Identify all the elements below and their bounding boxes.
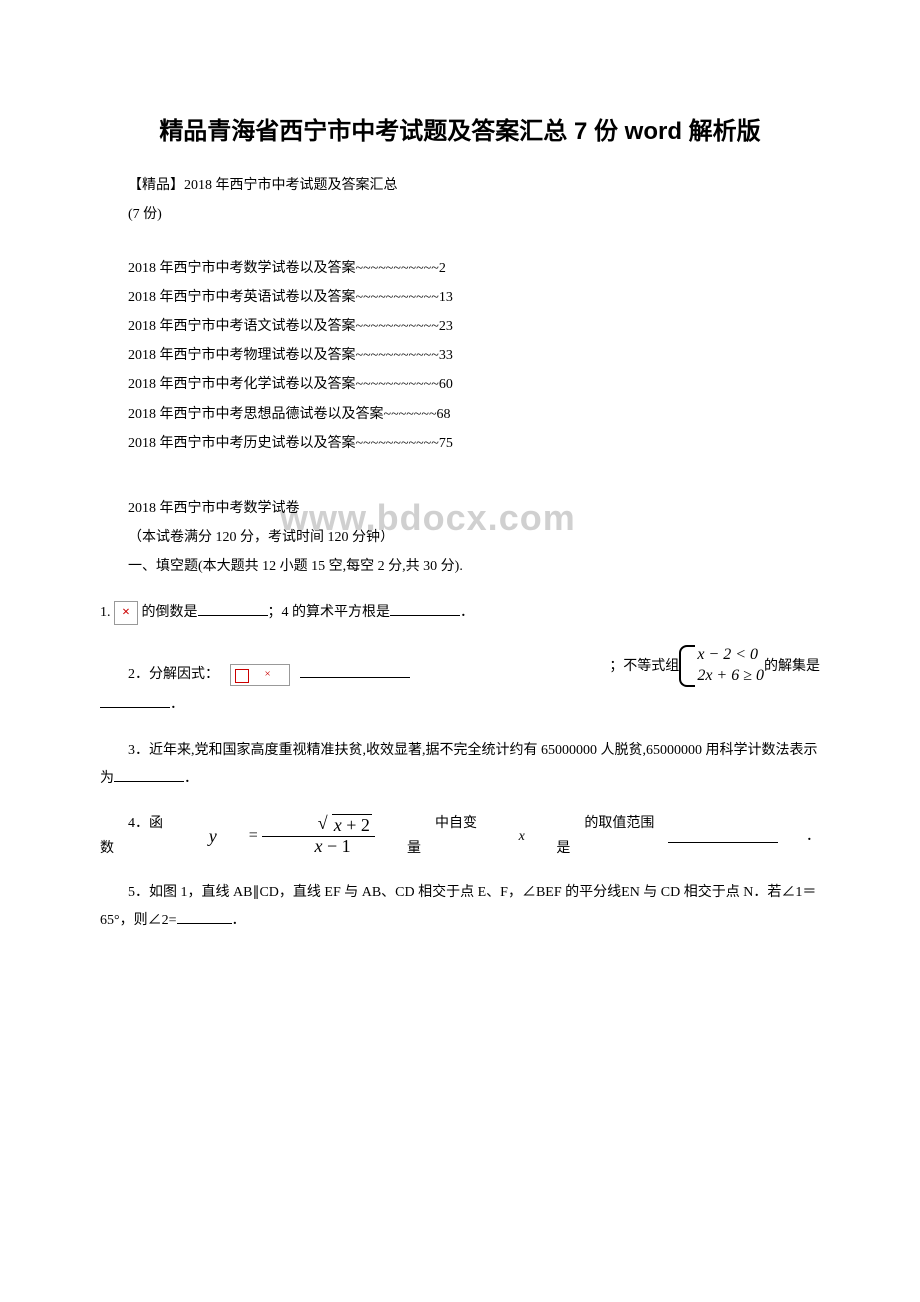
toc-item: 2018 年西宁市中考物理试卷以及答案~~~~~~~~~~~33 bbox=[100, 343, 820, 368]
question-4: 4．函数 y = x + 2 x − 1 中自变量x 的取值范围是． bbox=[100, 811, 820, 861]
q2-text-b: ；不等式组 bbox=[609, 654, 679, 679]
q4-text-a: 4．函数 bbox=[100, 811, 177, 861]
blank-field bbox=[390, 602, 460, 616]
q4-text-c: 的取值范围是 bbox=[556, 811, 668, 861]
q4-text-b: 中自变量 bbox=[407, 811, 491, 861]
question-2: 2．分解因式： ；不等式组 x − 2 < 0 2x + 6 ≥ 0 的解集是 bbox=[100, 645, 820, 687]
question-5: 5．如图 1，直线 AB∥CD，直线 EF 与 AB、CD 相交于点 E、F，∠… bbox=[100, 879, 820, 935]
q2-text-c: 的解集是 bbox=[764, 654, 820, 679]
blank-field bbox=[114, 768, 184, 782]
blank-field bbox=[198, 602, 268, 616]
q4-end: ． bbox=[778, 824, 820, 849]
toc-item: 2018 年西宁市中考思想品德试卷以及答案~~~~~~~68 bbox=[100, 402, 820, 427]
toc-item: 2018 年西宁市中考语文试卷以及答案~~~~~~~~~~~23 bbox=[100, 314, 820, 339]
q3-text: 3．近年来,党和国家高度重视精准扶贫,收效显著,据不完全统计约有 6500000… bbox=[100, 743, 818, 786]
q1-num: 1. bbox=[100, 605, 111, 620]
q1-text-b: ；4 的算术平方根是 bbox=[268, 605, 391, 620]
question-3: 3．近年来,党和国家高度重视精准扶贫,收效显著,据不完全统计约有 6500000… bbox=[100, 737, 820, 793]
toc-item: 2018 年西宁市中考历史试卷以及答案~~~~~~~~~~~75 bbox=[100, 431, 820, 456]
q1-end: ． bbox=[460, 605, 474, 620]
toc-item: 2018 年西宁市中考数学试卷以及答案~~~~~~~~~~~2 bbox=[100, 256, 820, 281]
q2-right: ；不等式组 x − 2 < 0 2x + 6 ≥ 0 的解集是 bbox=[609, 645, 820, 687]
broken-image-icon bbox=[114, 601, 138, 625]
question-2-cont: ． bbox=[100, 691, 820, 719]
q2-left: 2．分解因式： bbox=[100, 662, 410, 687]
q5-end: ． bbox=[232, 913, 246, 928]
blank-field bbox=[100, 694, 170, 708]
blank-field bbox=[300, 664, 410, 678]
inequality-system: x − 2 < 0 2x + 6 ≥ 0 bbox=[679, 645, 764, 687]
toc-item: 2018 年西宁市中考化学试卷以及答案~~~~~~~~~~~60 bbox=[100, 372, 820, 397]
blank-field bbox=[668, 829, 778, 843]
question-1: 1. 的倒数是 ；4 的算术平方根是 ． bbox=[100, 599, 820, 627]
blank-field bbox=[177, 910, 232, 924]
q2-text-a: 2．分解因式： bbox=[128, 667, 219, 682]
subtitle: 【精品】2018 年西宁市中考试题及答案汇总 bbox=[100, 173, 820, 198]
q1-text-a: 的倒数是 bbox=[142, 605, 198, 620]
sys-line-1: x − 2 < 0 bbox=[697, 646, 758, 663]
page-title: 精品青海省西宁市中考试题及答案汇总 7 份 word 解析版 bbox=[100, 110, 820, 153]
exam-header: 2018 年西宁市中考数学试卷 bbox=[100, 496, 820, 521]
sys-line-2: 2x + 6 ≥ 0 bbox=[697, 667, 764, 684]
fraction-numerator: x + 2 bbox=[262, 816, 376, 837]
q2-end: ． bbox=[170, 697, 184, 712]
q3-end: ． bbox=[184, 771, 198, 786]
toc-block: 2018 年西宁市中考数学试卷以及答案~~~~~~~~~~~2 2018 年西宁… bbox=[100, 256, 820, 456]
toc-item: 2018 年西宁市中考英语试卷以及答案~~~~~~~~~~~13 bbox=[100, 285, 820, 310]
q4-var: x bbox=[491, 824, 525, 849]
broken-image-icon bbox=[230, 664, 290, 686]
section-1-title: 一、填空题(本大题共 12 小题 15 空,每空 2 分,共 30 分). bbox=[100, 554, 820, 579]
count-7-fen: (7 份) bbox=[100, 202, 820, 227]
exam-header-row: www.bdocx.com 2018 年西宁市中考数学试卷 bbox=[100, 496, 820, 521]
fraction: x + 2 x − 1 bbox=[262, 816, 376, 857]
fraction-denominator: x − 1 bbox=[262, 837, 376, 857]
